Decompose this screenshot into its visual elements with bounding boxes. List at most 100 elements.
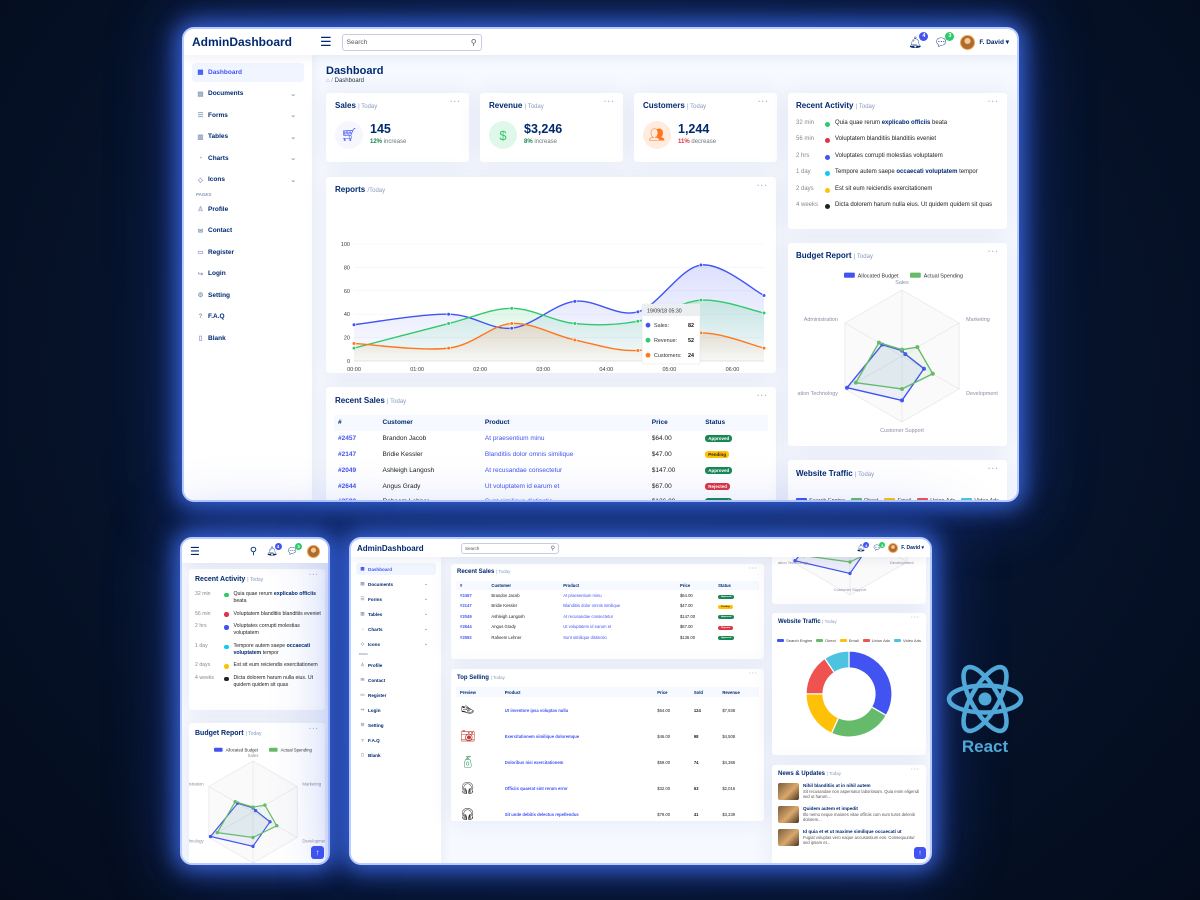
data-point[interactable] (446, 321, 451, 326)
news-item[interactable]: Id quia et et ut maxime similique occaec… (778, 829, 922, 846)
product-link[interactable]: At praesentium minu (484, 435, 545, 443)
more-icon[interactable]: ··· (749, 671, 758, 677)
data-point[interactable] (233, 800, 237, 804)
data-point[interactable] (761, 310, 767, 316)
legend-label[interactable]: Actual Spending (924, 274, 963, 280)
product-link[interactable]: Doloribus nisi exercitationem (504, 759, 564, 765)
bell-icon[interactable]: 🔔︎ 4 (266, 542, 282, 557)
sidebar-item-dashboard[interactable]: ▦ Dashboard (356, 563, 436, 575)
news-title[interactable]: Id quia et et ut maxime similique occaec… (803, 829, 902, 834)
data-point[interactable] (208, 834, 213, 839)
legend-item[interactable]: Email (839, 638, 859, 643)
data-point[interactable] (900, 347, 904, 352)
product-link[interactable]: Ut inventore ipsa voluptas nulla (504, 707, 569, 713)
sidebar-item-faq[interactable]: ? F.A.Q (356, 734, 436, 746)
product-link[interactable]: At praesentium minu (563, 593, 602, 599)
more-icon[interactable]: ··· (309, 726, 319, 733)
more-icon[interactable]: ··· (758, 97, 769, 106)
data-point[interactable] (761, 293, 767, 298)
donut-slice-search-engine[interactable] (848, 650, 893, 717)
search-icon[interactable]: ⚲ (470, 37, 477, 47)
data-point[interactable] (251, 835, 255, 840)
more-icon[interactable]: ··· (604, 97, 615, 106)
search-input[interactable]: Search (346, 38, 368, 46)
avatar[interactable] (888, 543, 899, 553)
order-id-link[interactable]: #2457 (338, 435, 357, 443)
back-to-top-button[interactable]: ↑ (311, 846, 324, 859)
data-point[interactable] (251, 844, 255, 849)
product-link[interactable]: Sunt similique distinctio (484, 498, 553, 502)
product-link[interactable]: Sit unde debitis delectus repellendus (504, 811, 579, 817)
news-title[interactable]: Nihil blanditiis at in nihil autem (803, 783, 871, 788)
more-icon[interactable]: ··· (911, 615, 920, 621)
sidebar-item-blank[interactable]: ▯ Blank (356, 749, 436, 761)
app-logo[interactable]: AdminDashboard (192, 35, 293, 49)
home-icon[interactable]: ⌂ (326, 78, 330, 84)
data-point[interactable] (900, 398, 904, 403)
order-id-link[interactable]: #2147 (460, 603, 472, 609)
sidebar-item-contact[interactable]: ✉ Contact (356, 674, 436, 686)
product-link[interactable]: Blanditiis dolor omnis similique (484, 450, 574, 458)
data-point[interactable] (921, 366, 926, 371)
data-point[interactable] (845, 385, 850, 390)
data-point[interactable] (903, 352, 908, 357)
legend-label[interactable]: Actual Spending (281, 748, 313, 753)
chat-icon[interactable]: 💬︎ 3 (934, 31, 955, 49)
more-icon[interactable]: ··· (450, 97, 461, 106)
sidebar-item-tables[interactable]: ▥ Tables ⌄ (192, 128, 304, 147)
data-point[interactable] (698, 262, 704, 268)
order-id-link[interactable]: #2644 (338, 482, 357, 490)
sidebar-item-icons[interactable]: ◇ Icons ⌄ (356, 638, 436, 650)
sidebar-item-documents[interactable]: ▤ Documents ⌄ (192, 85, 304, 104)
data-point[interactable] (275, 824, 279, 828)
data-point[interactable] (351, 346, 357, 351)
order-id-link[interactable]: #2049 (338, 466, 357, 474)
sidebar-item-login[interactable]: ↪ Login (192, 265, 304, 284)
search-icon[interactable]: ⚲ (249, 545, 258, 557)
hamburger-icon[interactable]: ☰ (320, 34, 332, 49)
sidebar-item-documents[interactable]: ▤ Documents ⌄ (356, 578, 436, 590)
data-point[interactable] (351, 322, 357, 327)
product-link[interactable]: Sunt similique distinctio (563, 634, 607, 640)
data-point[interactable] (572, 337, 577, 343)
hamburger-icon[interactable]: ☰ (190, 545, 200, 558)
product-link[interactable]: At recusandae consectetur (484, 466, 563, 474)
legend-item[interactable]: Video Ads (961, 498, 999, 500)
data-point[interactable] (263, 803, 267, 807)
camera-icon[interactable]: 📷︎ (460, 729, 476, 743)
more-icon[interactable]: ··· (988, 97, 999, 106)
bottle-icon[interactable]: 🧴︎ (460, 755, 476, 769)
data-point[interactable] (509, 321, 514, 326)
data-point[interactable] (268, 820, 272, 824)
bell-icon[interactable]: 🔔︎ 4 (908, 31, 929, 49)
legend-item[interactable]: Union Ads (862, 638, 890, 643)
order-id-link[interactable]: #2049 (460, 613, 472, 619)
data-point[interactable] (635, 319, 640, 324)
news-item[interactable]: Quidem autem et impedit Illo nemo neque m… (778, 806, 922, 823)
data-point[interactable] (635, 348, 640, 353)
sidebar-item-profile[interactable]: ♙ Profile (192, 200, 304, 219)
order-id-link[interactable]: #2592 (460, 634, 472, 640)
bell-icon[interactable]: 🔔︎ 4 (856, 542, 870, 552)
data-point[interactable] (572, 299, 577, 304)
donut-slice-direct[interactable] (830, 706, 888, 738)
news-item[interactable]: Nihil blanditiis at in nihil autem Sit re… (778, 783, 922, 800)
data-point[interactable] (253, 808, 258, 813)
sidebar-item-forms[interactable]: ☰ Forms ⌄ (356, 593, 436, 605)
sidebar-item-login[interactable]: ↪ Login (356, 704, 436, 716)
order-id-link[interactable]: #2457 (460, 593, 472, 599)
sidebar-item-profile[interactable]: ♙ Profile (356, 659, 436, 671)
data-point[interactable] (251, 805, 255, 809)
legend-item[interactable]: Union Ads (917, 498, 955, 500)
data-point[interactable] (876, 340, 881, 345)
data-point[interactable] (848, 571, 852, 576)
sidebar-item-contact[interactable]: ✉ Contact (192, 222, 304, 241)
donut-slice-email[interactable] (805, 693, 840, 735)
sidebar-item-charts[interactable]: ◔ Charts ⌄ (192, 149, 304, 168)
legend-item[interactable]: Search Engine (777, 638, 812, 643)
data-point[interactable] (698, 298, 704, 303)
user-menu[interactable]: F. David ▾ (979, 39, 1009, 46)
data-point[interactable] (853, 380, 858, 385)
donut-slice-video-ads[interactable] (823, 650, 850, 674)
sidebar-item-register[interactable]: ▭ Register (356, 689, 436, 701)
